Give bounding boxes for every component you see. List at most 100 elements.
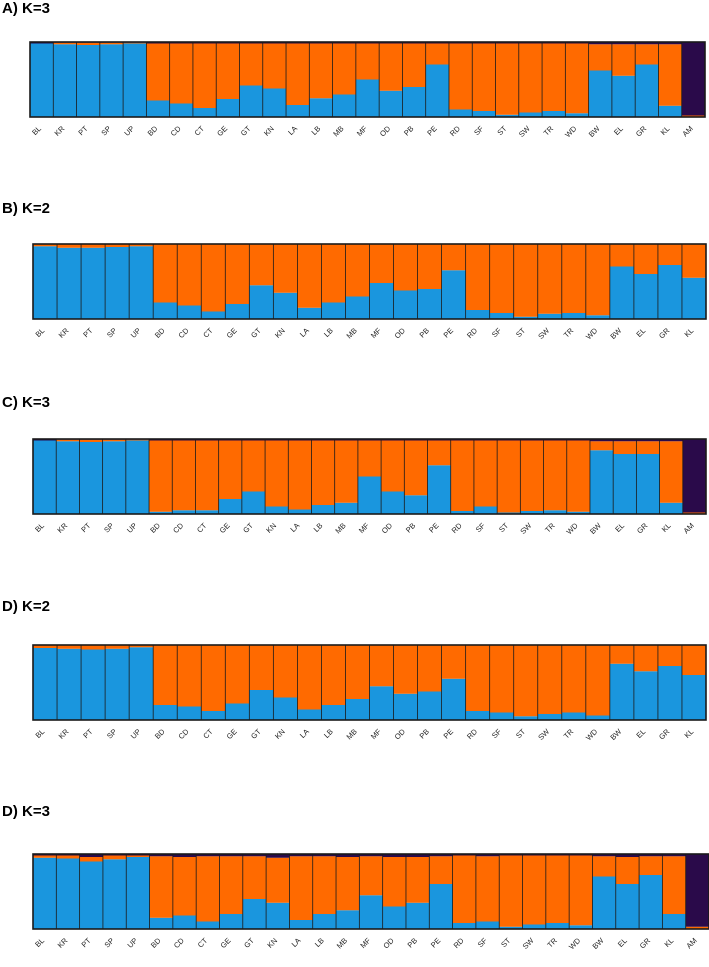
tick-label-bw: BW — [608, 726, 624, 742]
bar-mb-blue — [332, 94, 357, 117]
tick-label-pe: PE — [425, 124, 438, 137]
bar-ct-orange — [192, 43, 217, 108]
tick-label-cd: CD — [171, 521, 185, 535]
tick-label-mb: MB — [335, 936, 349, 950]
tick-label-od: OD — [393, 326, 408, 341]
bar-mb-orange — [345, 244, 370, 297]
tick-label-kl: KL — [663, 936, 676, 949]
bar-gr-blue — [639, 875, 663, 929]
bar-up-blue — [126, 857, 150, 929]
bar-bw-orange — [609, 244, 635, 267]
tick-label-ct: CT — [201, 727, 215, 741]
tick-label-od: OD — [393, 727, 408, 742]
bar-mb-orange — [332, 43, 357, 95]
tick-label-wd: WD — [584, 326, 600, 342]
bar-gt-blue — [249, 690, 274, 720]
bar-gr-blue — [657, 265, 683, 319]
bar-mb-blue — [345, 699, 370, 720]
bar-el-blue — [615, 884, 640, 929]
panel-title-e: D) K=3 — [2, 803, 50, 820]
bar-bw-blue — [592, 876, 617, 929]
structure-plot-a: BL KR PT SP UP BD CD CT GE GT KN LA LB MB MF OD PB PE RD SF… — [29, 41, 706, 139]
bar-bd-orange — [149, 856, 174, 918]
bar-kl-blue — [659, 502, 684, 514]
bar-pt-blue — [76, 45, 101, 117]
tick-label-am: AM — [680, 124, 694, 138]
bar-rd-orange — [448, 43, 473, 110]
bar-pt-blue — [79, 861, 104, 929]
bar-st-blue — [513, 716, 539, 720]
plot-frame — [32, 438, 707, 515]
tick-label-mf: MF — [358, 936, 372, 950]
bar-kr-blue — [53, 44, 77, 117]
bar-od-blue — [393, 290, 418, 319]
bar-mf-orange — [369, 645, 394, 687]
tick-label-kn: KN — [273, 326, 287, 340]
bar-lb-blue — [312, 914, 337, 929]
tick-label-el: EL — [634, 727, 647, 740]
bar-la-orange — [286, 43, 310, 105]
bar-cd-purple — [172, 854, 197, 857]
bar-sf-blue — [475, 921, 500, 929]
bar-pt-orange — [79, 439, 104, 442]
tick-label-kl: KL — [660, 521, 673, 534]
plot-frame — [29, 41, 706, 118]
bar-bw-purple — [592, 854, 617, 857]
bar-ct-orange — [196, 856, 220, 922]
tick-label-od: OD — [380, 521, 395, 536]
tick-label-gt: GT — [249, 727, 263, 741]
bar-kr-blue — [56, 441, 80, 514]
tick-label-tr: TR — [543, 521, 557, 535]
bar-bl-blue — [33, 857, 57, 929]
bar-kl-blue — [658, 105, 683, 117]
bar-kr-blue — [57, 247, 82, 319]
tick-label-am: AM — [684, 936, 698, 950]
tick-label-mf: MF — [357, 521, 371, 535]
bar-la-blue — [288, 509, 312, 514]
tick-label-sw: SW — [521, 935, 537, 951]
bar-am-purple — [685, 854, 709, 927]
tick-label-sp: SP — [105, 326, 118, 339]
tick-label-bl: BL — [30, 124, 43, 137]
bar-od-orange — [382, 857, 407, 907]
bar-up-blue — [129, 246, 154, 319]
tick-label-kl: KL — [659, 124, 672, 137]
bar-pb-purple — [405, 854, 430, 857]
panel-title-a: A) K=3 — [2, 0, 50, 17]
bar-bw-orange — [592, 856, 617, 877]
bar-sp-orange — [99, 42, 124, 45]
bar-pe-blue — [429, 884, 453, 929]
tick-label-tr: TR — [562, 326, 576, 340]
bar-kr-orange — [56, 439, 80, 442]
bar-la-purple — [289, 854, 314, 857]
bar-ge-blue — [218, 499, 243, 514]
bar-od-blue — [393, 693, 418, 720]
bar-sp-orange — [105, 244, 130, 247]
bar-bl-orange — [33, 645, 58, 648]
bar-od-orange — [393, 645, 418, 694]
tick-label-st: ST — [497, 521, 510, 534]
tick-label-wd: WD — [584, 727, 600, 743]
bar-od-purple — [382, 854, 407, 857]
bar-rd-blue — [448, 109, 473, 117]
bar-pt-orange — [76, 42, 101, 45]
tick-label-kr: KR — [56, 936, 70, 950]
bar-kn-orange — [266, 857, 290, 903]
bar-up-orange — [125, 439, 150, 441]
bar-bl-blue — [33, 440, 57, 514]
tick-label-sf: SF — [474, 521, 487, 534]
bar-kn-orange — [262, 43, 287, 89]
tick-label-ct: CT — [201, 326, 215, 340]
bar-kn-purple — [266, 854, 290, 858]
bar-pe-orange — [425, 43, 450, 65]
bar-gr-purple — [636, 439, 660, 442]
bar-sf-blue — [489, 712, 515, 720]
bar-el-blue — [611, 75, 636, 117]
bar-mf-orange — [355, 43, 380, 80]
bar-rd-blue — [450, 511, 475, 514]
bar-wd-orange — [565, 43, 590, 114]
bar-ge-orange — [219, 856, 244, 914]
bar-rd-orange — [452, 855, 477, 923]
bar-sw-blue — [537, 714, 563, 720]
bar-kl-orange — [659, 441, 684, 503]
